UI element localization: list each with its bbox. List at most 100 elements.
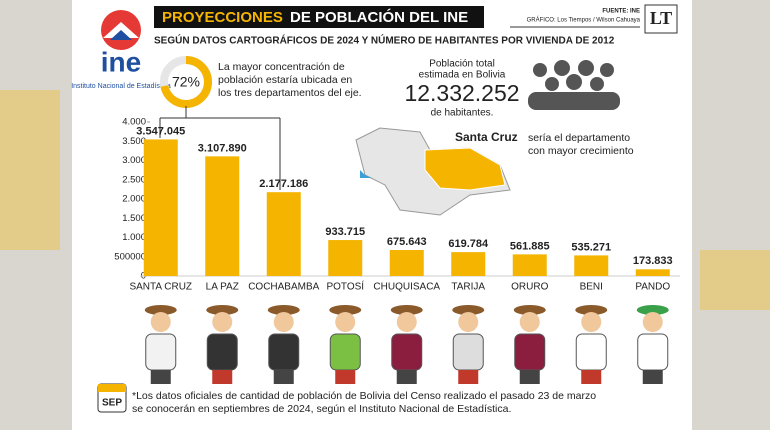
head [150, 312, 171, 332]
x-tick-label: SANTA CRUZ [129, 282, 192, 293]
total-text: Población total [429, 59, 495, 70]
hat [144, 305, 177, 315]
bar [328, 240, 363, 276]
y-tick-label: 1.500 [122, 213, 146, 224]
legs [335, 370, 356, 384]
value-label: 3.547.045 [136, 125, 185, 137]
value-label: 933.715 [325, 226, 365, 238]
head [642, 312, 663, 332]
value-label: 3.107.890 [198, 142, 247, 154]
map-note-bold: Santa Cruz [455, 130, 518, 144]
y-tick-label: 3.000 [122, 155, 146, 166]
backdrop-blur [0, 90, 60, 250]
footnote: *Los datos oficiales de cantidad de pobl… [132, 390, 596, 402]
bar [205, 156, 240, 276]
footnote: se conocerán en septiembres de 2024, seg… [132, 403, 511, 415]
head [458, 312, 479, 332]
bar [512, 254, 547, 276]
bar [266, 192, 301, 276]
total-value: 12.332.252 [404, 80, 519, 106]
legs [396, 370, 417, 384]
value-label: 173.833 [633, 255, 673, 267]
y-tick-label: 2.000 [122, 194, 146, 205]
legs [273, 370, 294, 384]
logo-text: ine [101, 46, 141, 77]
hat [575, 305, 608, 315]
hat [636, 305, 669, 315]
share-label: 72% [172, 74, 200, 90]
x-tick-label: BENI [580, 282, 603, 293]
body [206, 333, 238, 371]
body [452, 333, 484, 371]
calendar-icon [98, 384, 126, 392]
x-tick-label: PANDO [635, 282, 670, 293]
donut-share [160, 56, 212, 108]
bar [143, 139, 178, 276]
share-text: los tres departamentos del eje. [218, 87, 362, 99]
value-label: 535.271 [571, 241, 611, 253]
value-label: 2.177.186 [259, 178, 308, 190]
total-text: estimada en Bolivia [419, 70, 506, 81]
hat [452, 305, 485, 315]
brand-box [644, 4, 678, 34]
hat [329, 305, 362, 315]
y-tick-label: 500000 [114, 251, 146, 262]
costume-figures [144, 305, 669, 384]
head [335, 312, 356, 332]
y-tick-label: 4.000 [122, 117, 146, 128]
logo-mark [110, 30, 132, 40]
x-tick-label: POTOSÍ [326, 280, 364, 293]
bar [451, 252, 486, 276]
hat [267, 305, 300, 315]
logo-caption: Instituto Nacional de Estadística [71, 83, 171, 90]
brand: LT [650, 8, 672, 28]
x-tick-label: CHUQUISACA [373, 282, 440, 293]
legs [150, 370, 171, 384]
legs [212, 370, 233, 384]
share-text: población estaría ubicada en [218, 74, 352, 86]
value-label: 561.885 [510, 240, 550, 252]
title-highlight: PROYECCIONES [162, 9, 283, 26]
value-label: 619.784 [448, 238, 489, 250]
x-tick-label: LA PAZ [206, 282, 239, 293]
source: FUENTE: INE [602, 9, 640, 15]
hat [390, 305, 423, 315]
title-bar [154, 6, 484, 28]
body [145, 333, 177, 371]
body [514, 333, 546, 371]
value-label: 675.643 [387, 236, 427, 248]
legs [581, 370, 602, 384]
legs [458, 370, 479, 384]
credit: GRÁFICO: Los Tiempos / Wilson Cahuaya [527, 17, 641, 24]
x-tick-label: TARIJA [451, 282, 485, 293]
head [519, 312, 540, 332]
body [575, 333, 607, 371]
people-icon [528, 60, 620, 110]
body [268, 333, 300, 371]
total-unit: de habitantes. [431, 108, 494, 119]
head [396, 312, 417, 332]
body [329, 333, 361, 371]
head [273, 312, 294, 332]
map [355, 127, 511, 216]
legs [642, 370, 663, 384]
subtitle: SEGÚN DATOS CARTOGRÁFICOS DE 2024 Y NÚME… [154, 34, 615, 47]
legs [519, 370, 540, 384]
y-tick-label: 2.500 [122, 174, 146, 185]
body [637, 333, 669, 371]
y-tick-label: 1.000 [122, 232, 146, 243]
head [212, 312, 233, 332]
bracket [159, 106, 281, 190]
title: DE POBLACIÓN DEL INE [290, 8, 468, 26]
backdrop-blur [700, 250, 770, 310]
hat [206, 305, 239, 315]
y-tick-label: 3.500 [122, 136, 146, 147]
x-tick-label: ORURO [511, 282, 548, 293]
calendar-label: SEP [102, 398, 122, 409]
body [391, 333, 423, 371]
x-tick-label: COCHABAMBA [248, 282, 319, 293]
share-text: La mayor concentración de [218, 61, 345, 73]
head [581, 312, 602, 332]
map-note: con mayor crecimiento [528, 145, 634, 157]
